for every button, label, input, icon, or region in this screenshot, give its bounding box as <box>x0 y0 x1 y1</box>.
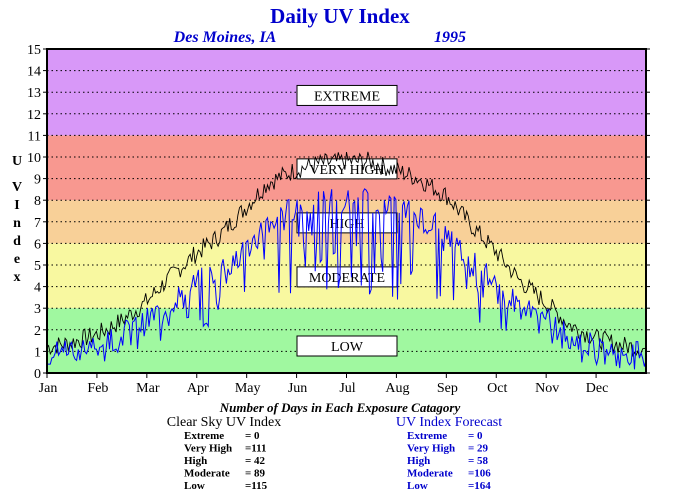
y-tick-label: 14 <box>27 65 41 80</box>
forecast-summary-title: UV Index Forecast <box>396 415 502 430</box>
y-axis-label-char: I <box>14 198 19 213</box>
band-label: VERY HIGH <box>309 163 384 178</box>
series-line-clear-sky-uv-index <box>46 151 647 359</box>
chart-location: Des Moines, IA <box>173 29 277 46</box>
y-tick-label: 2 <box>34 324 41 339</box>
y-axis-label-char: U <box>12 154 22 169</box>
clear-sky-row-label: High <box>184 455 207 467</box>
y-tick-label: 3 <box>34 302 41 317</box>
y-tick-label: 6 <box>34 237 41 252</box>
forecast-row-label: Very High <box>407 443 455 455</box>
clear-sky-row-value: =111 <box>245 443 267 455</box>
x-tick-label: Feb <box>87 381 108 396</box>
forecast-row-value: = 0 <box>468 430 483 442</box>
y-axis-label-char: V <box>12 180 22 195</box>
band-label: MODERATE <box>309 271 385 286</box>
y-tick-label: 1 <box>34 345 41 360</box>
x-tick-label: Sep <box>437 381 458 396</box>
x-tick-label: Dec <box>586 381 609 396</box>
x-tick-label: Mar <box>136 381 160 396</box>
forecast-row-label: Moderate <box>407 468 453 480</box>
y-axis-label-char: x <box>14 270 21 285</box>
forecast-row-label: Low <box>407 480 428 492</box>
clear-sky-row-label: Extreme <box>184 430 224 442</box>
clear-sky-summary: Clear Sky UV Index Extreme = 0 Very High =1… <box>167 415 281 492</box>
forecast-row-value: =164 <box>468 480 491 492</box>
y-axis-label-char: n <box>13 216 21 231</box>
x-tick-label: Oct <box>487 381 507 396</box>
y-tick-label: 5 <box>34 259 41 274</box>
band-label: LOW <box>331 340 364 355</box>
band-label-box <box>296 84 398 106</box>
y-tick-label: 8 <box>34 194 41 209</box>
x-axis: Jan Feb Mar Apr May Jun Jul Aug Sep Oct Nov Dec <box>39 373 609 396</box>
chart-year: 1995 <box>434 29 466 46</box>
forecast-row-label: High <box>407 455 430 467</box>
forecast-row-label: Extreme <box>407 430 447 442</box>
band-label-box <box>296 335 398 357</box>
y-axis-label-char: e <box>14 252 20 267</box>
x-tick-label: Jun <box>288 381 307 396</box>
y-tick-label: 10 <box>27 151 41 166</box>
band-label: EXTREME <box>314 89 380 104</box>
x-tick-label: May <box>235 381 261 396</box>
clear-sky-row-label: Moderate <box>184 468 230 480</box>
y-tick-label: 7 <box>34 216 41 231</box>
y-axis-label-char: d <box>13 234 21 249</box>
series-line-uv-index-forecast <box>46 188 647 370</box>
y-tick-label: 0 <box>34 367 41 382</box>
y-tick-label: 9 <box>34 173 41 188</box>
clear-sky-row-label: Low <box>184 480 205 492</box>
x-tick-label: Jul <box>339 381 355 396</box>
y-tick-label: 15 <box>27 43 41 58</box>
clear-sky-row-value: = 42 <box>245 455 266 467</box>
forecast-summary: UV Index Forecast Extreme = 0 Very High = 2… <box>396 415 502 492</box>
clear-sky-row-value: =115 <box>245 480 268 492</box>
clear-sky-row-value: = 0 <box>245 430 260 442</box>
x-tick-label: Apr <box>187 381 209 396</box>
summary-caption: Number of Days in Each Exposure Catagory <box>219 400 461 415</box>
x-tick-label: Aug <box>385 381 409 396</box>
y-tick-label: 12 <box>27 108 41 123</box>
y-tick-label: 13 <box>27 86 41 101</box>
forecast-row-value: = 58 <box>468 455 489 467</box>
x-tick-label: Jan <box>39 381 58 396</box>
y-tick-label: 11 <box>28 129 41 144</box>
x-tick-label: Nov <box>535 381 559 396</box>
series-lines <box>46 151 647 370</box>
clear-sky-row-value: = 89 <box>245 468 266 480</box>
forecast-row-value: = 29 <box>468 443 489 455</box>
y-tick-label: 4 <box>34 281 41 296</box>
gridlines <box>47 70 646 352</box>
chart-title: Daily UV Index <box>270 4 410 28</box>
clear-sky-row-label: Very High <box>184 443 232 455</box>
forecast-row-value: =106 <box>468 468 491 480</box>
clear-sky-summary-title: Clear Sky UV Index <box>167 415 281 430</box>
